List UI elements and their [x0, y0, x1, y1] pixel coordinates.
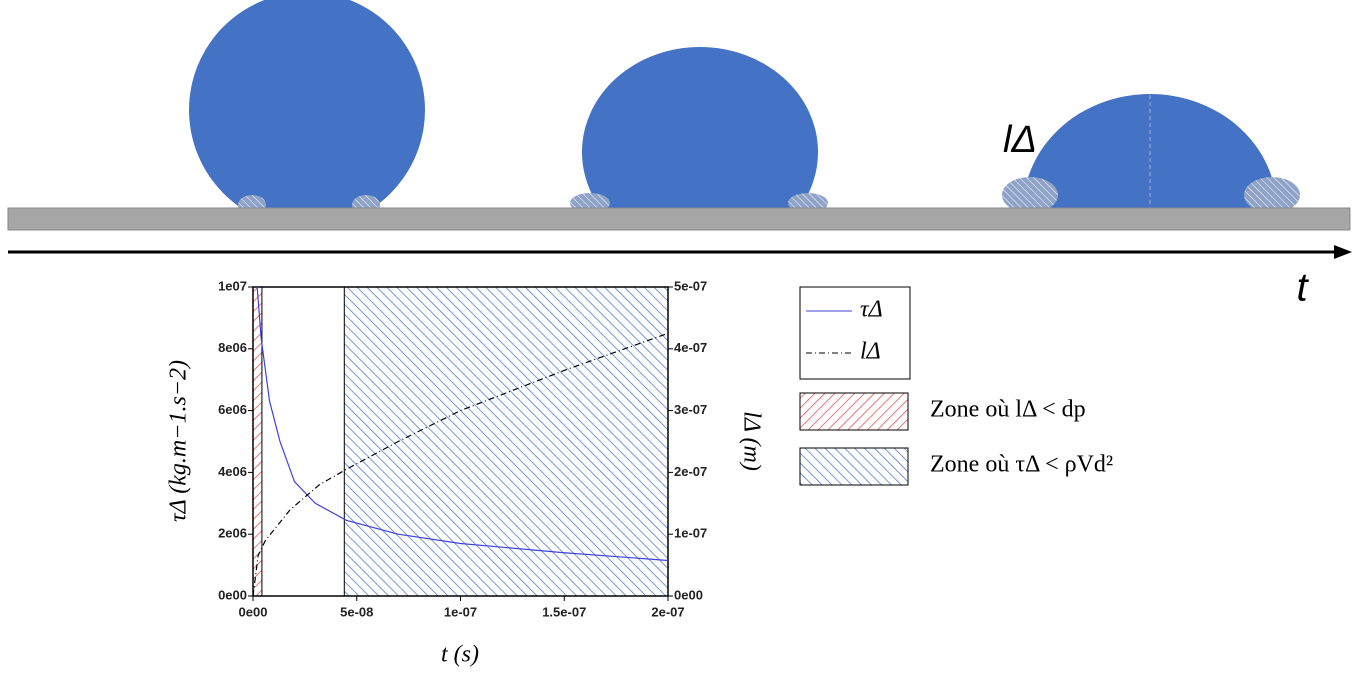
droplet [582, 47, 818, 208]
zone [343, 286, 669, 597]
legend-box [799, 286, 911, 380]
substrate [7, 207, 1351, 231]
legend-swatch [799, 392, 909, 431]
y2-tick-label: 1e-07 [674, 526, 707, 541]
x-tick-label: 1.5e-07 [542, 604, 586, 619]
y-tick-label: 0e00 [218, 587, 247, 602]
droplet [189, 0, 425, 208]
spread-zone [570, 193, 610, 208]
x-axis-label: t (s) [441, 642, 479, 668]
time-label: t [1296, 266, 1309, 310]
arrow-head [1334, 245, 1352, 259]
legend-swatch [799, 447, 909, 486]
spread-label: lΔ [1003, 119, 1037, 161]
legend-label: Zone où τΔ < ρVd² [930, 452, 1113, 478]
x-tick-label: 0e00 [239, 604, 268, 619]
y2-tick-label: 2e-07 [674, 464, 707, 479]
spread-zone [788, 193, 828, 208]
y-axis-label: τΔ (kg.m−1.s−2) [166, 360, 192, 522]
legend-label: lΔ [860, 339, 881, 365]
y2-tick-label: 0e00 [674, 587, 703, 602]
y-tick-label: 4e06 [218, 464, 247, 479]
spread-zone [1002, 177, 1058, 208]
spread-zone [238, 195, 266, 208]
x-tick-label: 5e-08 [340, 604, 373, 619]
y-tick-label: 6e06 [218, 402, 247, 417]
y2-tick-label: 5e-07 [674, 278, 707, 293]
y2-axis-label: lΔ (m) [738, 411, 764, 471]
y2-tick-label: 4e-07 [674, 340, 707, 355]
y2-tick-label: 3e-07 [674, 402, 707, 417]
y-tick-label: 8e06 [218, 340, 247, 355]
x-tick-label: 1e-07 [444, 604, 477, 619]
series-line [256, 286, 669, 562]
droplets [189, 0, 1300, 208]
spread-zone [352, 195, 380, 208]
y-tick-label: 2e06 [218, 526, 247, 541]
legend-label: τΔ [860, 297, 883, 323]
x-tick-label: 2e-07 [651, 604, 684, 619]
spread-zone [1244, 177, 1300, 208]
y-tick-label: 1e07 [218, 278, 247, 293]
legend-label: Zone où lΔ < dp [930, 397, 1086, 423]
